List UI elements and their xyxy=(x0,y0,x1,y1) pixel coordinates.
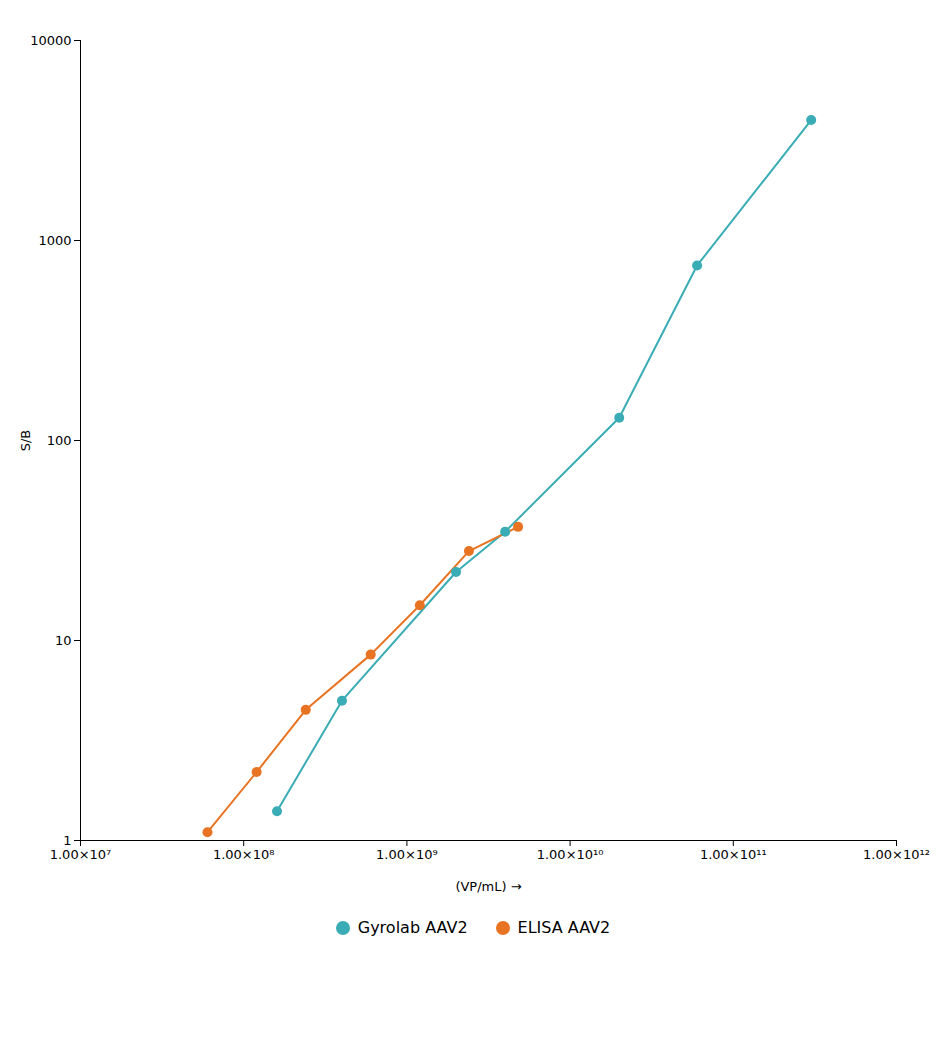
svg-text:1.00×10⁷: 1.00×10⁷ xyxy=(50,847,112,862)
svg-text:1.00×10⁹: 1.00×10⁹ xyxy=(376,847,438,862)
html-text:ELISA AAV2: ELISA AAV2 xyxy=(517,918,611,937)
svg-text:100: 100 xyxy=(47,433,72,448)
svg-text:1000: 1000 xyxy=(38,233,71,248)
svg-text:(VP/mL) →: (VP/mL) → xyxy=(455,879,521,894)
svg-text:1: 1 xyxy=(63,833,71,848)
svg-text:1.00×10¹⁰: 1.00×10¹⁰ xyxy=(537,847,604,862)
svg-text:1.00×10¹¹: 1.00×10¹¹ xyxy=(700,847,767,862)
svg-text:1.00×10¹²: 1.00×10¹² xyxy=(863,847,930,862)
html-text:Gyrolab AAV2: Gyrolab AAV2 xyxy=(357,918,468,937)
svg-text:10: 10 xyxy=(55,633,72,648)
svg-text:10000: 10000 xyxy=(30,33,71,48)
svg-text:1.00×10⁸: 1.00×10⁸ xyxy=(213,847,275,862)
svg-text:S/B: S/B xyxy=(18,430,33,452)
